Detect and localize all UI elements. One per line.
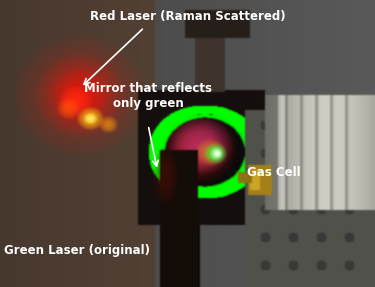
Text: Mirror that reflects
only green: Mirror that reflects only green	[84, 82, 212, 110]
Text: Green Laser (original): Green Laser (original)	[4, 244, 150, 257]
Text: Gas Cell: Gas Cell	[247, 166, 301, 179]
Text: Red Laser (Raman Scattered): Red Laser (Raman Scattered)	[90, 10, 285, 23]
